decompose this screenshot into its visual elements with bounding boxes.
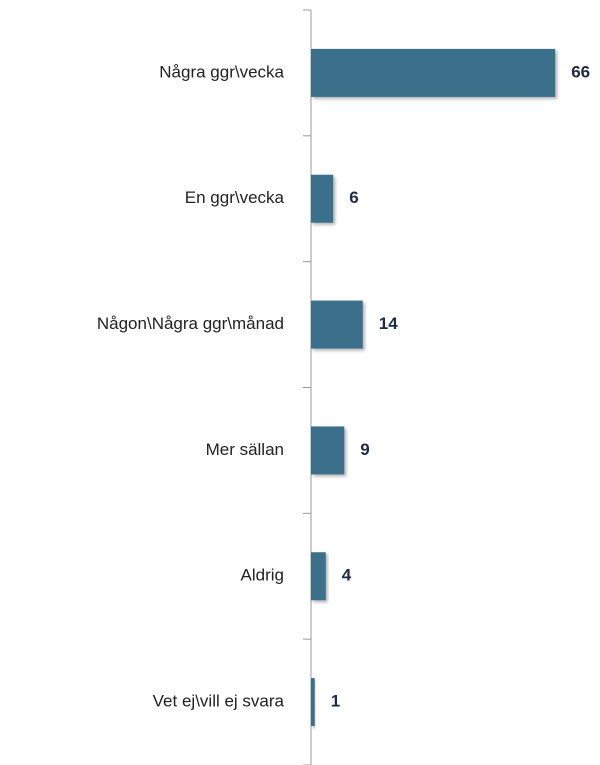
- category-label: Mer sällan: [206, 440, 284, 459]
- category-label: Några ggr\vecka: [159, 62, 284, 81]
- value-label: 6: [349, 188, 358, 207]
- bar: [311, 678, 315, 727]
- value-label: 1: [331, 692, 340, 711]
- bar: [311, 426, 345, 475]
- bar: [311, 552, 326, 601]
- value-label: 4: [342, 566, 352, 585]
- value-label: 66: [571, 62, 590, 81]
- category-label: En ggr\vecka: [185, 188, 285, 207]
- category-label: Aldrig: [241, 566, 284, 585]
- category-label: Någon\Några ggr\månad: [97, 314, 284, 333]
- bar: [311, 48, 556, 97]
- value-label: 14: [379, 314, 398, 333]
- value-label: 9: [360, 440, 369, 459]
- bar: [311, 300, 363, 349]
- bar: [311, 174, 334, 223]
- category-label: Vet ej\vill ej svara: [153, 692, 285, 711]
